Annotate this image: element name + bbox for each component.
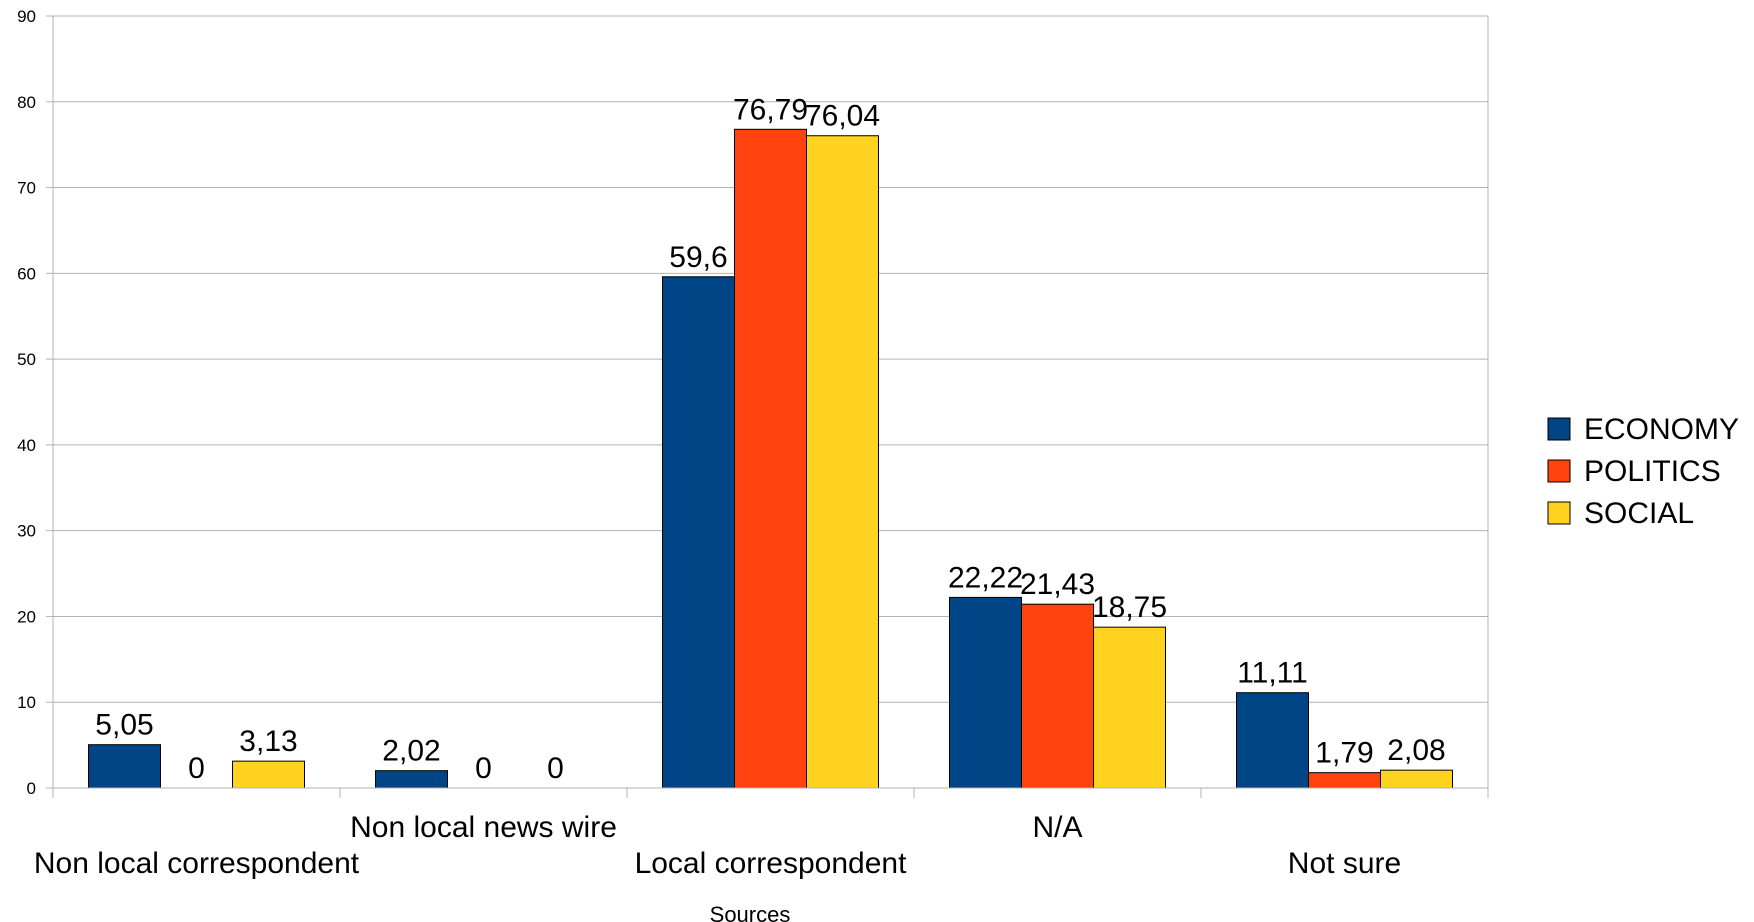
data-label-politics-1: 0 <box>475 752 492 785</box>
legend-swatch-social <box>1547 501 1571 525</box>
bar-politics-2 <box>734 128 807 789</box>
data-label-economy-1: 2,02 <box>382 735 440 768</box>
bar-economy-3 <box>949 596 1022 789</box>
x-category-label-1: Non local news wire <box>350 811 617 844</box>
bar-economy-4 <box>1236 692 1309 789</box>
bar-social-2 <box>806 135 879 789</box>
data-label-social-3: 18,75 <box>1092 591 1167 624</box>
bar-politics-4 <box>1308 772 1381 789</box>
x-axis-title: Sources <box>710 902 791 922</box>
legend-label-social: SOCIAL <box>1584 497 1694 530</box>
x-category-label-0: Non local correspondent <box>34 847 360 880</box>
bar-social-4 <box>1380 769 1453 789</box>
bar-economy-1 <box>375 770 448 789</box>
legend-swatch-politics <box>1547 459 1571 483</box>
y-tick-label-90: 90 <box>17 7 36 26</box>
data-label-politics-2: 76,79 <box>733 93 808 126</box>
data-label-politics-0: 0 <box>188 752 205 785</box>
y-tick-label-10: 10 <box>17 693 36 712</box>
data-label-economy-0: 5,05 <box>95 709 153 742</box>
y-tick-label-30: 30 <box>17 522 36 541</box>
x-category-label-2: Local correspondent <box>635 847 908 880</box>
y-tick-label-60: 60 <box>17 264 36 283</box>
axes <box>52 16 1489 798</box>
data-label-social-2: 76,04 <box>805 100 880 133</box>
data-label-social-0: 3,13 <box>239 725 297 758</box>
data-label-politics-4: 1,79 <box>1315 737 1373 770</box>
legend: ECONOMY POLITICS SOCIAL <box>1547 413 1739 530</box>
data-label-politics-3: 21,43 <box>1020 568 1095 601</box>
data-label-social-1: 0 <box>547 752 564 785</box>
y-tick-label-0: 0 <box>27 779 36 798</box>
y-tick-label-20: 20 <box>17 607 36 626</box>
data-label-economy-2: 59,6 <box>669 241 727 274</box>
data-label-economy-3: 22,22 <box>948 561 1023 594</box>
bar-economy-0 <box>88 744 161 789</box>
x-category-label-4: Not sure <box>1288 847 1401 880</box>
legend-swatch-economy <box>1547 417 1571 441</box>
y-tick-label-40: 40 <box>17 436 36 455</box>
legend-label-politics: POLITICS <box>1584 455 1721 488</box>
bar-politics-3 <box>1021 603 1094 789</box>
y-tick-labels: 0 10 20 30 40 50 60 70 80 90 <box>17 7 36 798</box>
bar-social-3 <box>1093 626 1166 789</box>
legend-label-economy: ECONOMY <box>1584 413 1739 446</box>
bars <box>88 128 1453 789</box>
bar-social-0 <box>232 760 305 789</box>
bar-economy-2 <box>662 276 735 789</box>
y-tick-label-50: 50 <box>17 350 36 369</box>
y-tick-label-80: 80 <box>17 93 36 112</box>
x-category-label-3: N/A <box>1032 811 1082 844</box>
data-label-social-4: 2,08 <box>1387 734 1445 767</box>
data-label-economy-4: 11,11 <box>1237 657 1308 690</box>
y-tick-label-70: 70 <box>17 179 36 198</box>
